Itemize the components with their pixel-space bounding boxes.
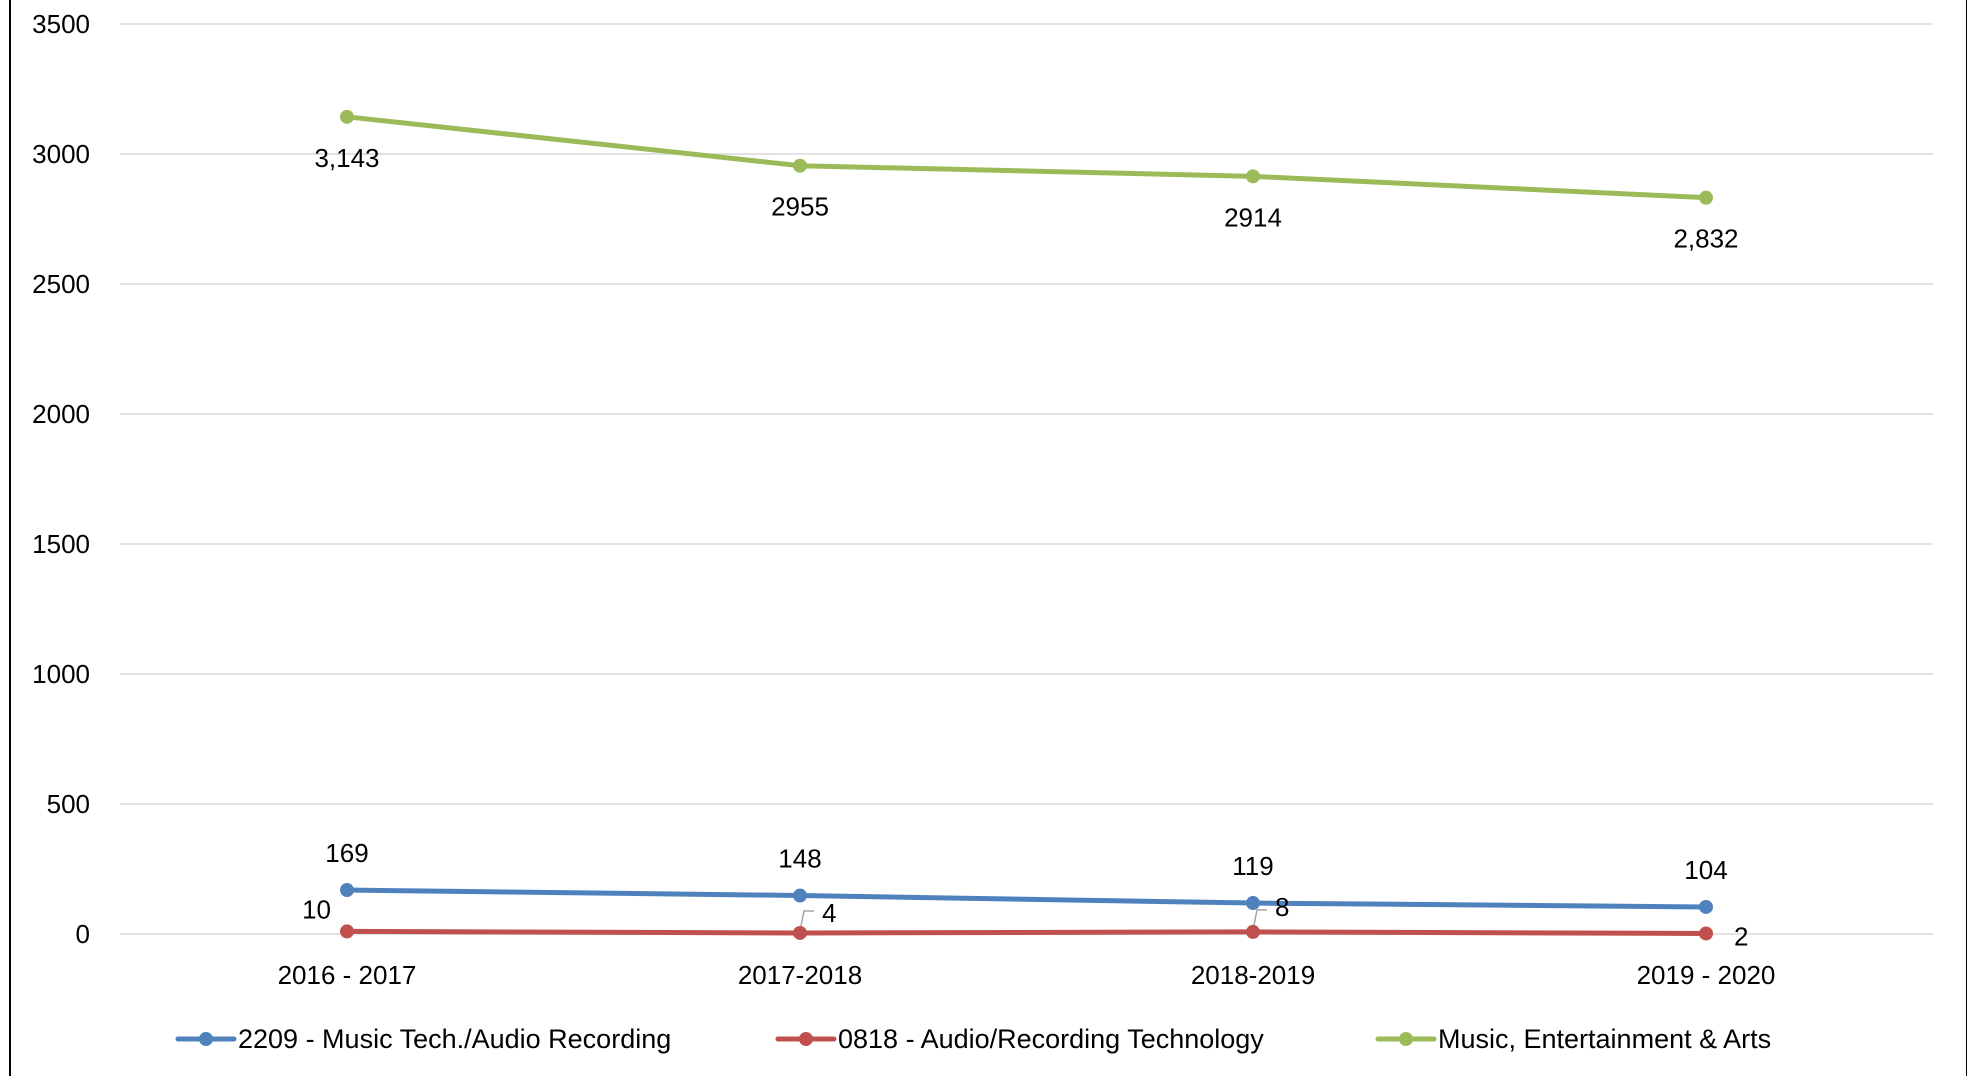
data-point (1699, 926, 1713, 941)
y-tick-label: 2000 (32, 399, 90, 429)
data-point (340, 883, 354, 898)
data-point (793, 888, 807, 903)
data-point (340, 109, 354, 124)
data-label: 2,832 (1673, 224, 1738, 254)
data-label: 104 (1684, 855, 1727, 885)
leader-line (1252, 909, 1267, 931)
y-tick-label: 0 (76, 919, 90, 949)
data-label: 2955 (771, 192, 829, 222)
data-label: 169 (325, 838, 368, 868)
data-label: 3,143 (314, 143, 379, 173)
legend-label: 0818 - Audio/Recording Technology (838, 1024, 1264, 1054)
data-point (340, 924, 354, 939)
y-tick-label: 2500 (32, 269, 90, 299)
data-label: 2 (1734, 921, 1748, 951)
data-label: 4 (822, 898, 836, 928)
legend-swatch-marker (1399, 1032, 1413, 1046)
data-point (1699, 190, 1713, 205)
legend-swatch-marker (199, 1032, 213, 1046)
y-tick-label: 500 (47, 789, 90, 819)
series-line (344, 887, 1709, 910)
data-point (793, 158, 807, 173)
series-line (344, 114, 1709, 201)
data-label: 10 (302, 894, 331, 924)
x-tick-label: 2016 - 2017 (278, 960, 417, 990)
legend: 2209 - Music Tech./Audio Recording 0818 -… (175, 1024, 1771, 1054)
series-lines (340, 109, 1713, 941)
legend-swatch-marker (799, 1032, 813, 1046)
y-tick-label: 3500 (32, 9, 90, 39)
data-label-leader-lines (799, 909, 1267, 932)
legend-label: Music, Entertainment & Arts (1438, 1024, 1771, 1054)
y-tick-label: 3000 (32, 139, 90, 169)
x-axis-tick-labels: 2016 - 2017 2017-2018 2018-2019 2019 - 2020 (278, 960, 1776, 990)
y-tick-label: 1500 (32, 529, 90, 559)
data-point (1246, 169, 1260, 184)
y-tick-label: 1000 (32, 659, 90, 689)
data-label: 2914 (1224, 202, 1282, 232)
x-tick-label: 2017-2018 (738, 960, 862, 990)
data-point (1246, 924, 1260, 939)
x-tick-label: 2019 - 2020 (1637, 960, 1776, 990)
series-line (344, 928, 1709, 936)
data-label: 148 (778, 844, 821, 874)
y-axis-tick-labels: 0 500 1000 1500 2000 2500 3000 3500 (32, 9, 90, 949)
data-point (793, 925, 807, 940)
x-tick-label: 2018-2019 (1191, 960, 1315, 990)
data-label: 8 (1275, 892, 1289, 922)
data-point (1699, 899, 1713, 914)
legend-label: 2209 - Music Tech./Audio Recording (238, 1024, 671, 1054)
leader-line (799, 910, 814, 932)
data-point (1246, 896, 1260, 911)
data-label: 119 (1232, 851, 1273, 881)
